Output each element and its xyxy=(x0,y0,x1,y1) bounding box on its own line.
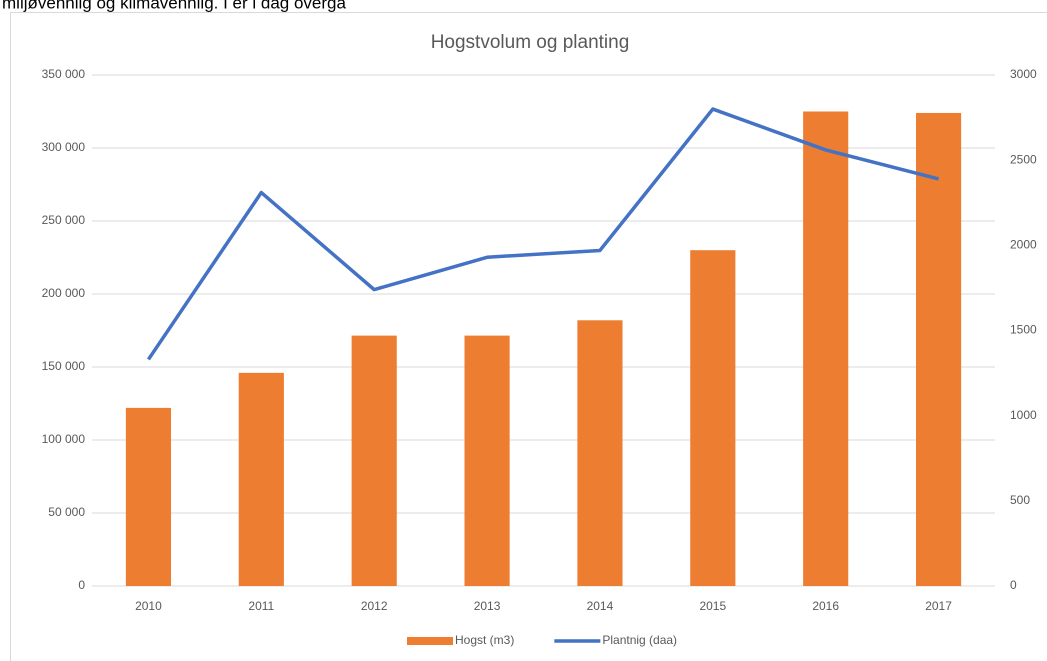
y-tick-label: 350 000 xyxy=(42,67,86,81)
y-tick-label: 100 000 xyxy=(42,432,86,446)
bar xyxy=(125,407,172,586)
bar xyxy=(803,111,849,586)
y2-tick-label: 2500 xyxy=(1010,152,1037,166)
y-tick-label: 300 000 xyxy=(42,140,86,154)
y-tick-label: 0 xyxy=(78,578,85,592)
legend-swatch xyxy=(407,637,453,645)
bar xyxy=(238,372,284,586)
x-tick-label: 2012 xyxy=(361,599,388,613)
chart-frame xyxy=(10,12,1047,661)
legend-label: Plantnig (daa) xyxy=(602,633,677,647)
y-tick-label: 50 000 xyxy=(48,505,85,519)
chart-title: Hogstvolum og planting xyxy=(431,32,630,53)
bar xyxy=(915,112,962,587)
y-tick-label: 150 000 xyxy=(42,359,86,373)
y-tick-label: 250 000 xyxy=(42,213,86,227)
bar xyxy=(577,320,623,586)
y2-tick-label: 1500 xyxy=(1010,323,1037,337)
x-tick-label: 2011 xyxy=(248,599,274,613)
x-tick-label: 2016 xyxy=(812,599,839,613)
x-tick-label: 2017 xyxy=(925,599,952,613)
x-tick-label: 2014 xyxy=(587,599,614,613)
x-tick-label: 2015 xyxy=(699,599,726,613)
y2-tick-label: 2000 xyxy=(1010,238,1037,252)
x-tick-label: 2013 xyxy=(474,599,501,613)
y2-tick-label: 3000 xyxy=(1010,67,1037,81)
bar xyxy=(690,250,736,586)
legend-label: Hogst (m3) xyxy=(455,633,514,647)
y2-tick-label: 500 xyxy=(1010,493,1030,507)
y-tick-label: 200 000 xyxy=(42,286,86,300)
page-text: miljøvennlig og klimavennlig. I er i dag… xyxy=(2,0,346,12)
x-tick-label: 2010 xyxy=(135,599,162,613)
bar xyxy=(351,335,397,586)
y2-tick-label: 1000 xyxy=(1010,408,1037,422)
bar xyxy=(464,335,510,586)
line xyxy=(146,107,939,361)
y2-tick-label: 0 xyxy=(1010,578,1017,592)
